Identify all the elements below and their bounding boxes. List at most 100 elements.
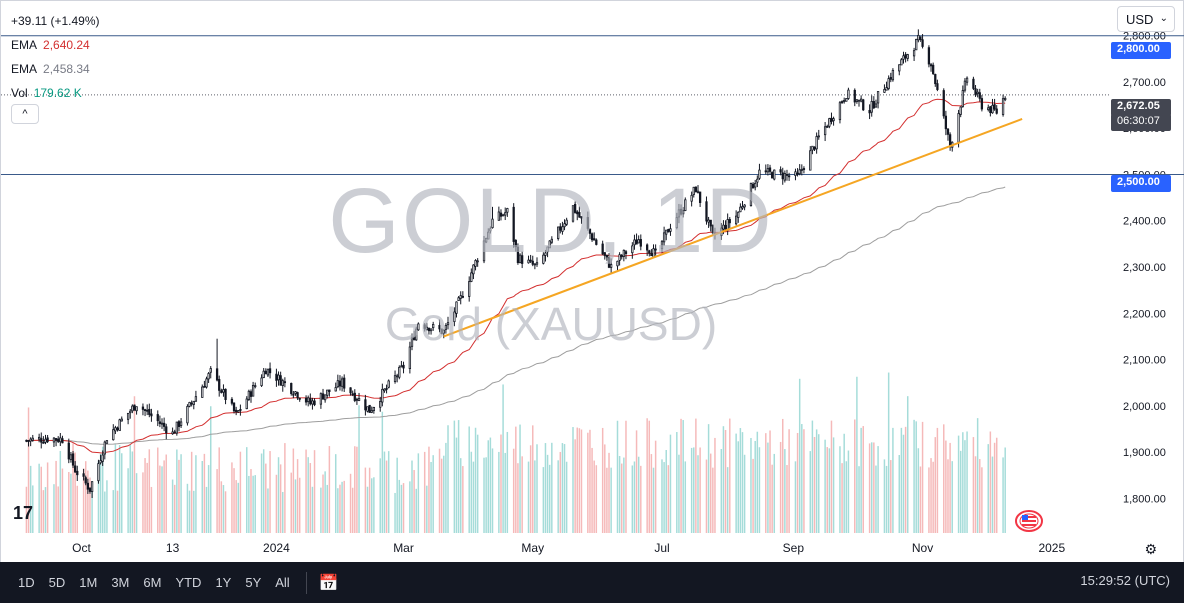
candle-down [624,251,628,254]
candle-down [156,414,159,422]
volume-bar [398,479,401,533]
candle-up [832,118,835,122]
candle-down [787,175,791,178]
candle-up [722,224,725,230]
candle-down [514,239,517,248]
volume-bar [265,463,267,533]
volume-bar [394,492,396,533]
candle-down [635,239,638,245]
volume-bar [500,434,502,533]
volume-bar [741,432,744,533]
volume-bar [601,427,604,533]
volume-bar [324,471,326,533]
candle-down [796,172,799,175]
candle-down [67,442,70,460]
volume-bar [148,449,151,533]
candle-down [88,487,92,492]
volume-bar [966,431,968,533]
volume-bar [839,446,841,533]
candle-down [239,409,242,411]
currency-select[interactable]: USD ⌄ [1117,6,1175,32]
volume-bar [962,432,964,533]
candle-up [415,328,418,341]
candle-down [46,437,49,442]
candle-up [311,400,314,405]
timeframe-5d[interactable]: 5D [48,575,66,590]
volume-bar [277,457,280,533]
volume-bar [284,443,286,533]
chart-area[interactable]: 1,800.00 1,900.00 2,000.00 2,100.00 2,200.00… [0,0,1184,562]
volume-bar [116,490,119,533]
volume-bar [135,473,138,533]
ema-fast-label[interactable]: EMA [11,38,38,52]
timeframe-3m[interactable]: 3M [111,575,130,590]
volume-bar [118,445,121,533]
candle-down [165,426,168,434]
candle-down [158,421,162,424]
volume-bars [25,372,1006,533]
volume-bar [180,454,182,533]
price-chart[interactable]: 1,800.00 1,900.00 2,000.00 2,100.00 2,200.00… [1,1,1184,563]
candle-up [809,150,812,171]
volume-bar [709,453,712,533]
timeframe-5y[interactable]: 5Y [245,575,262,590]
volume-bar [620,463,623,533]
volume-bar [595,465,598,533]
candle-down [921,39,924,47]
timeframe-6m[interactable]: 6M [143,575,162,590]
candle-up [135,406,138,412]
candle-up [915,38,918,51]
volume-bar [890,460,892,533]
ema-slow-label[interactable]: EMA [11,62,38,76]
volume-bar [203,453,206,533]
candle-up [675,217,678,229]
level-low-tag[interactable]: 2,500.00 [1111,175,1171,192]
volume-bar [919,466,922,533]
level-high-tag[interactable]: 2,800.00 [1111,42,1171,59]
volume-bar [489,437,492,533]
trendline[interactable] [443,118,1023,338]
ema-slow-line[interactable] [26,186,1006,445]
ema-fast-line[interactable] [26,98,1006,454]
candle-up [222,389,225,393]
timeframe-1y[interactable]: 1Y [215,575,232,590]
candle-up [114,427,117,432]
collapse-legend-button[interactable]: ^ [11,104,39,124]
volume-bar [557,460,559,533]
volume-bar [559,451,562,533]
volume-bar [445,442,447,533]
volume-bar [447,425,449,533]
volume-bar [459,458,462,533]
tradingview-logo[interactable]: 17 [13,503,34,523]
us-flag-icon[interactable] [1015,510,1043,532]
timeframe-1m[interactable]: 1M [79,575,98,590]
volume-label[interactable]: Vol [11,86,28,100]
volume-bar [231,462,233,533]
candle-up [987,107,990,111]
volume-bar [131,451,134,533]
candle-up [783,173,787,181]
volume-bar [921,421,924,533]
volume-bar [862,426,864,533]
volume-bar [239,451,242,533]
gear-icon[interactable]: ⚙ [1144,541,1157,557]
candle-down [268,368,272,374]
candle-down [353,392,356,401]
timeframe-all[interactable]: All [275,575,290,590]
candle-down [934,74,937,85]
timeframe-ytd[interactable]: YTD [175,575,202,590]
volume-bar [546,454,549,533]
candle-down [162,422,166,427]
volume-bar [773,453,776,533]
volume-bar [248,475,250,533]
candle-up [682,210,685,215]
timeframe-1d[interactable]: 1D [18,575,35,590]
candles [25,29,1007,499]
volume-bar [260,453,263,533]
volume-bar [943,424,945,533]
candle-down [146,409,149,412]
candle-up [432,324,435,329]
calendar-range-icon[interactable]: 📅 [318,574,339,592]
utc-clock[interactable]: 15:29:52 (UTC) [1080,573,1170,588]
x-tick-label: 13 [166,541,180,555]
